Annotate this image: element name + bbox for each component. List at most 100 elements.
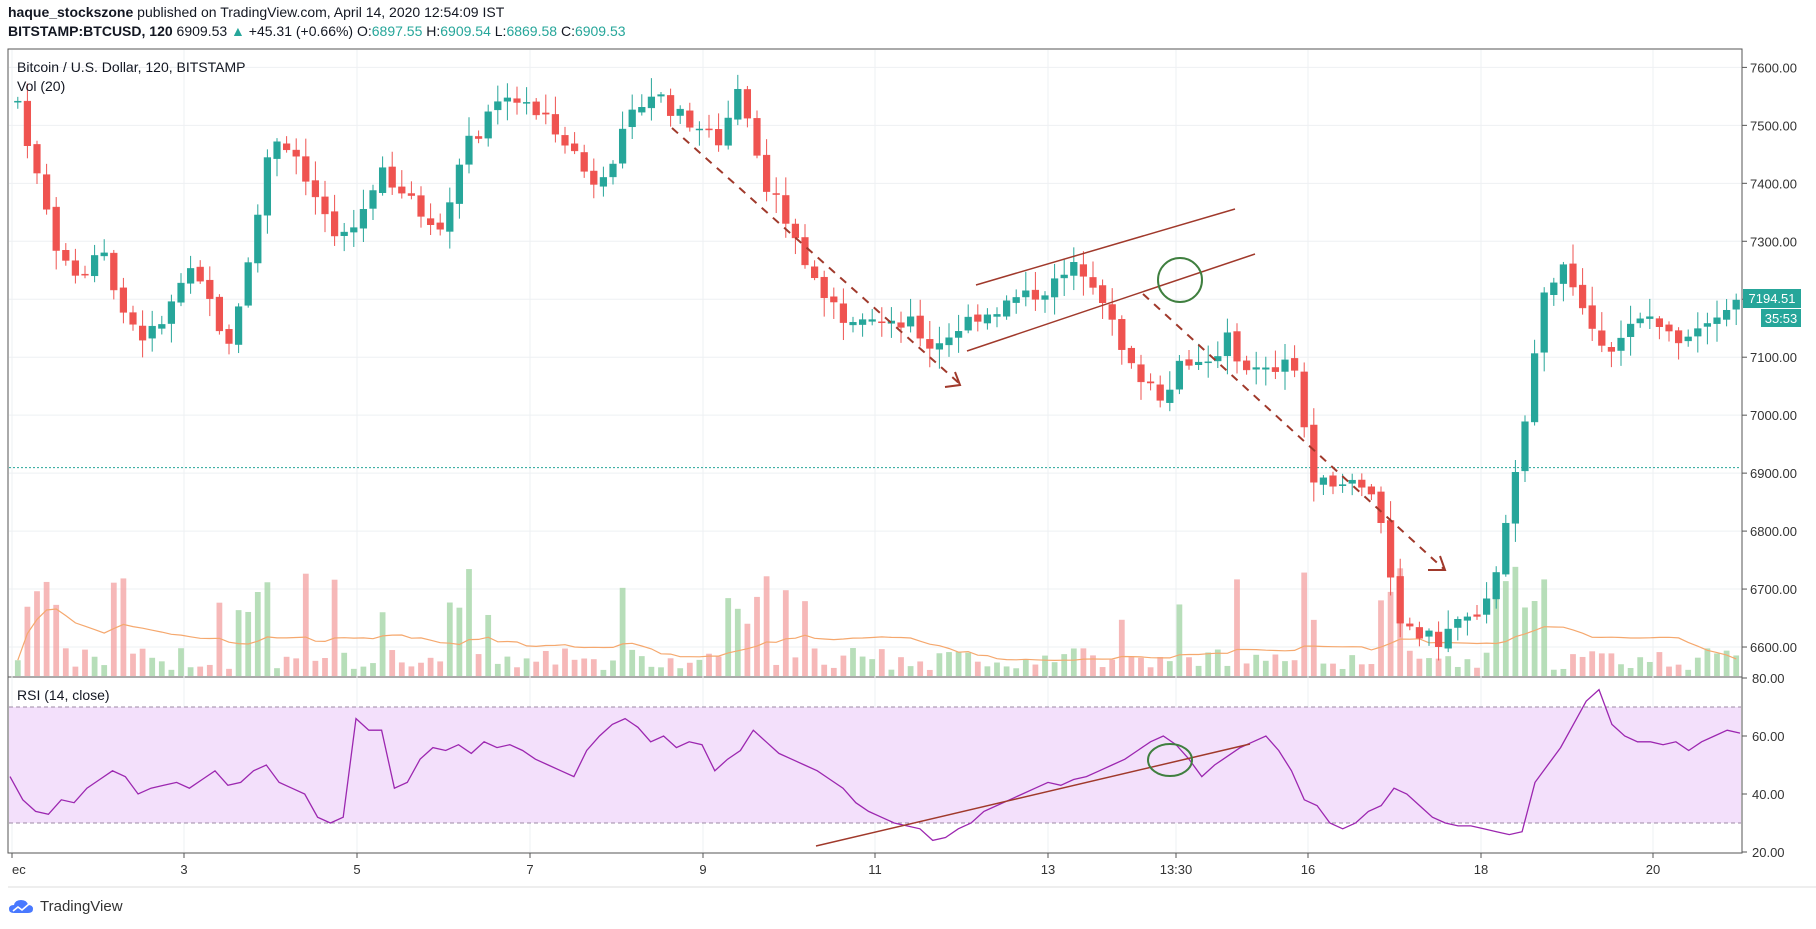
volume-bar: [1666, 666, 1672, 676]
volume-bar: [1541, 579, 1548, 676]
channel-upper-line[interactable]: [975, 208, 1236, 286]
volume-bar: [1138, 657, 1144, 676]
open-label: O:: [356, 23, 372, 39]
volume-bar: [658, 667, 664, 676]
candle-body: [1127, 347, 1136, 364]
volume-bar: [1675, 664, 1682, 676]
candle-body: [1482, 598, 1491, 615]
rsi-trendline[interactable]: [815, 743, 1251, 847]
breakout-circle[interactable]: [1157, 257, 1203, 303]
volume-bar: [466, 569, 472, 676]
drawings[interactable]: [671, 127, 1447, 847]
candle-body: [484, 111, 492, 139]
candle-body: [1329, 475, 1337, 487]
candle-body: [1540, 292, 1548, 353]
volume-bar: [341, 652, 348, 676]
volume-bar: [581, 658, 588, 676]
candle-body: [234, 306, 243, 345]
rsi-breakout-circle[interactable]: [1147, 743, 1193, 777]
candle-body: [1118, 319, 1126, 350]
volume-bar: [1579, 656, 1586, 676]
volume-bar: [859, 656, 866, 676]
footer-brand[interactable]: TradingView: [8, 898, 123, 915]
volume-bar: [1714, 653, 1720, 676]
volume-bar: [1454, 666, 1461, 676]
candle-body: [1041, 295, 1049, 300]
candle-body: [1550, 282, 1558, 295]
volume-bar: [178, 648, 184, 676]
volume-bar: [782, 590, 789, 676]
volume-bar: [850, 648, 856, 676]
candle-body: [1406, 623, 1414, 627]
volume-bar: [1176, 604, 1183, 676]
candle-body: [1060, 274, 1068, 279]
candle-body: [695, 128, 704, 131]
volume-bar: [686, 662, 693, 676]
candle-body: [810, 266, 819, 279]
candle-body: [1646, 316, 1654, 319]
volume-bar: [187, 667, 194, 676]
candle-body: [1022, 290, 1030, 298]
arrowhead-2: [1428, 555, 1447, 571]
price-tick-label: 7400.00: [1750, 176, 1797, 191]
author-name[interactable]: haque_stockszone: [8, 4, 134, 20]
candle-body: [62, 250, 70, 261]
candle-body: [782, 195, 790, 224]
downtrend-arrow-1[interactable]: [671, 127, 961, 385]
candle-body: [1310, 424, 1318, 483]
candle-body: [1300, 371, 1308, 428]
candle-body: [90, 255, 99, 277]
volume-bar: [197, 666, 204, 676]
volume-bar: [542, 650, 549, 676]
volume-bar: [1301, 572, 1308, 676]
candle-body: [388, 166, 396, 188]
volume-bar: [1464, 659, 1471, 676]
price-tick-label: 7000.00: [1750, 408, 1797, 423]
last-price: 6909.53: [176, 23, 228, 39]
candle-body: [302, 156, 310, 182]
candle-body: [522, 102, 531, 104]
volume-bar: [1262, 660, 1269, 676]
candle-body: [542, 112, 550, 115]
price-badge-value: 7194.51: [1749, 291, 1796, 306]
channel-lower-line[interactable]: [966, 253, 1256, 352]
candle-body: [1175, 360, 1184, 390]
rsi-band: [9, 707, 1741, 823]
volume-bar: [1560, 668, 1567, 676]
volume-bar: [312, 660, 319, 676]
candle-body: [551, 114, 560, 135]
candle-body: [1156, 384, 1164, 401]
candle-body: [974, 314, 982, 322]
candle-body: [820, 276, 828, 299]
volume-bar: [331, 579, 338, 676]
volume-bar: [504, 656, 511, 676]
volume-bar: [149, 657, 156, 676]
countdown-value: 35:53: [1765, 311, 1798, 326]
volume-bar: [610, 660, 616, 676]
volume-bar: [552, 664, 559, 676]
candle-body: [138, 325, 147, 341]
candle-body: [1569, 263, 1577, 288]
volume-bar: [168, 669, 175, 676]
candle-body: [378, 167, 387, 193]
low-value: 6869.58: [506, 23, 558, 39]
volume-bar: [437, 661, 444, 676]
volume-bar: [494, 663, 501, 676]
candle-body: [676, 108, 684, 116]
volume-bar: [1128, 656, 1135, 676]
candle-body: [81, 273, 89, 276]
candle-body: [417, 195, 425, 217]
volume-bar: [667, 658, 674, 676]
candle-body: [167, 301, 176, 324]
volume-bar: [878, 649, 885, 676]
volume-bar: [1502, 581, 1509, 676]
candle-body: [830, 296, 838, 303]
candle-body: [158, 324, 166, 329]
chart-legend-title: Bitcoin / U.S. Dollar, 120, BITSTAMP: [17, 59, 246, 75]
volume-bar: [110, 582, 117, 676]
candle-body: [1108, 304, 1116, 320]
volume-bar: [1022, 658, 1029, 676]
volume-bar: [600, 669, 607, 676]
candle-body: [350, 227, 358, 233]
